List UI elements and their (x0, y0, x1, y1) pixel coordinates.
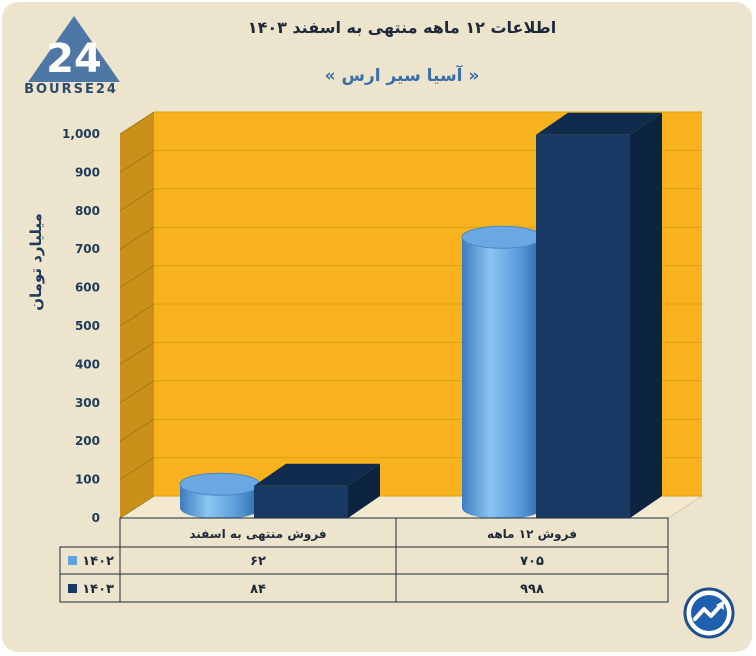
gridline-side (119, 380, 155, 404)
data-label: ۶۲ (250, 554, 266, 569)
y-tick-label: 1,000 (62, 127, 100, 141)
gridline-side (119, 303, 155, 327)
y-tick-label: 700 (75, 242, 100, 256)
gridline-side (119, 188, 155, 212)
y-tick-label: 0 (92, 511, 100, 525)
chart-subtitle: « آسیا سیر ارس » (324, 66, 480, 86)
legend-swatch (68, 556, 77, 565)
y-tick-label: 100 (75, 473, 100, 487)
bar-1403-side (630, 112, 662, 518)
brand-name: BOURSE24 (24, 82, 118, 97)
gridline-side (119, 226, 155, 250)
legend-label: ۱۴۰۲ (82, 554, 114, 569)
y-tick-label: 400 (75, 357, 100, 371)
bar-1402-top (461, 225, 543, 249)
gridline-side (119, 418, 155, 442)
bar-1403-front (254, 485, 348, 518)
svg-text:24: 24 (46, 36, 102, 82)
chart-title: اطلاعات ۱۲ ماهه منتهی به اسفند ۱۴۰۳ (247, 18, 557, 37)
y-tick-label: 800 (75, 204, 100, 218)
x-category-label: فروش منتهی به اسفند (189, 527, 326, 542)
bar-1403-top (536, 112, 662, 135)
bar-1403-top (254, 463, 380, 486)
bar-1403-side (348, 463, 380, 518)
bourse24-logo: 24 (28, 16, 120, 82)
y-tick-label: 500 (75, 319, 100, 333)
bar-1402-body (462, 237, 542, 519)
data-label: ۹۹۸ (520, 582, 544, 597)
y-tick-label: 600 (75, 281, 100, 295)
gridline-side (119, 111, 155, 135)
bar-1403-front (536, 134, 630, 518)
gridline-side (119, 149, 155, 173)
bar-1402-top (179, 472, 261, 496)
trend-badge-icon (683, 587, 735, 639)
gridline-side (119, 495, 155, 519)
y-tick-label: 300 (75, 396, 100, 410)
gridline-side (119, 457, 155, 481)
x-category-label: فروش ۱۲ ماهه (487, 527, 577, 542)
y-tick-label: 900 (75, 165, 100, 179)
gridline-side (119, 341, 155, 365)
y-tick-label: 200 (75, 434, 100, 448)
legend-label: ۱۴۰۳ (82, 582, 114, 597)
table-header-row (119, 517, 669, 548)
legend-swatch (68, 584, 77, 593)
data-label: ۷۰۵ (520, 554, 544, 569)
data-label: ۸۴ (250, 582, 266, 597)
gridline-side (119, 265, 155, 289)
